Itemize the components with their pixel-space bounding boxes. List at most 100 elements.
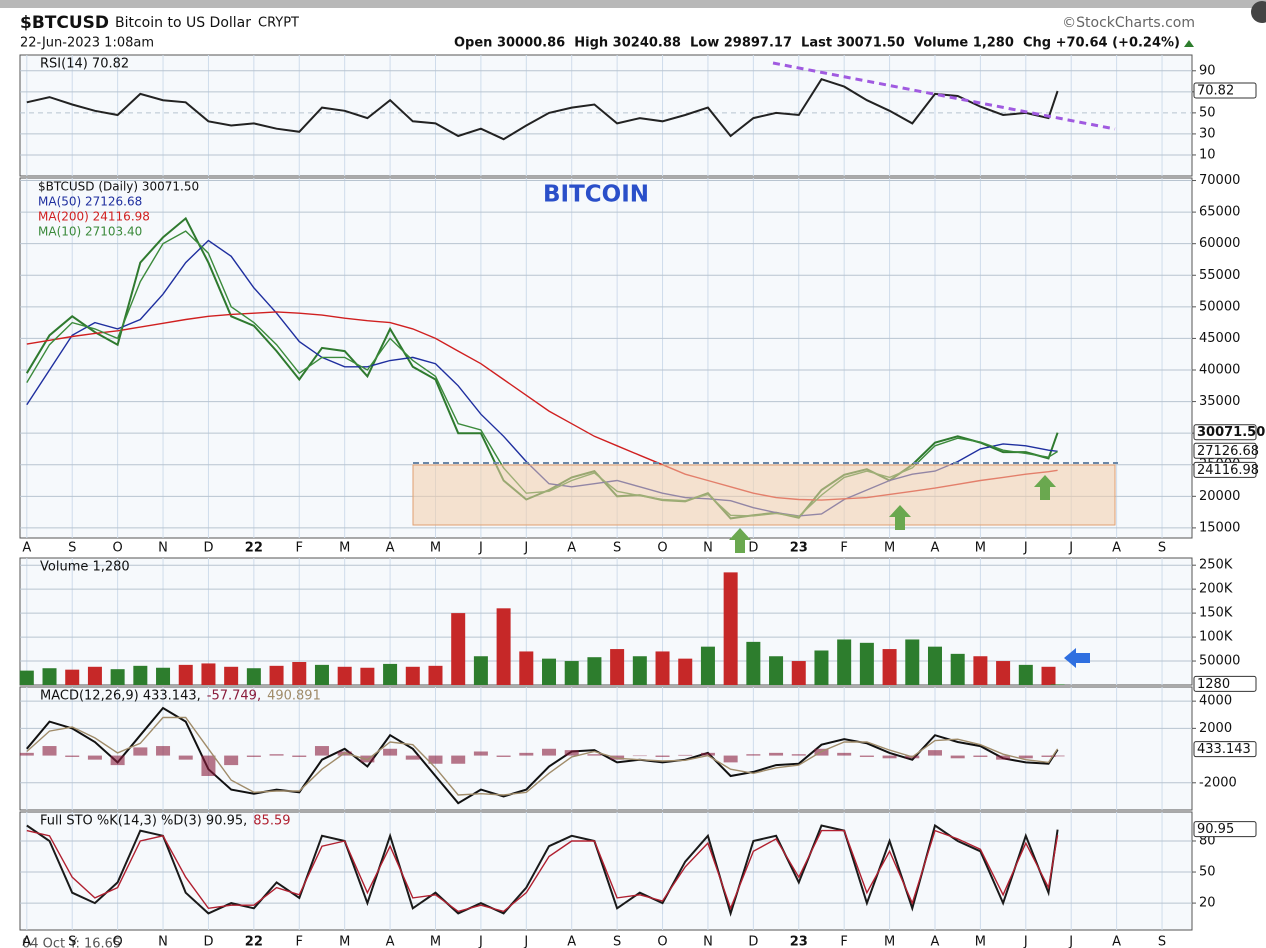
y-tick-label: 65000 [1199,205,1240,220]
histogram-bar [746,754,761,756]
histogram-bar [42,746,57,756]
y-tick-label: 10 [1199,147,1216,162]
volume-bar [451,613,466,685]
x-tick-label: S [68,935,76,948]
volume-bar [405,666,420,685]
x-tick-label: S [68,541,76,556]
histogram-bar [837,752,852,756]
x-tick-label: A [386,935,395,948]
legend-entry: MA(10) 27103.40 [38,225,142,239]
volume-bar [1041,666,1056,685]
histogram-bar [632,755,647,757]
close-button[interactable] [1251,1,1266,23]
legend-entry: 85.59 [253,814,290,829]
annotation: BITCOIN [543,182,649,208]
volume-bar [837,639,852,685]
y-tick-label: 150K [1199,606,1233,621]
date: 22-Jun-2023 1:08am [20,36,154,51]
legend-entry: $BTCUSD (Daily) 30071.50 [38,180,199,194]
volume-bar [927,646,942,685]
y-tick-label: 200K [1199,582,1233,597]
volume-bar [655,651,670,685]
value-tag-box [1193,675,1257,692]
plot-background [19,557,1193,686]
x-tick-label: D [748,935,758,948]
y-tick-label: 35000 [1199,394,1240,409]
x-tick-label: D [203,541,213,556]
legend-entry: MACD(12,26,9) 433.143, [40,689,201,704]
value-tag: 27126.68 [1197,444,1259,459]
x-tick-label: J [478,541,483,556]
volume-bar [87,666,102,685]
histogram-bar [87,755,102,760]
volume-bar [246,668,261,685]
x-tick-label: J [1023,541,1028,556]
x-tick-label: F [840,541,847,556]
x-tick-label: M [339,541,350,556]
volume-bar [723,572,738,685]
histogram-bar [496,755,511,757]
x-tick-label: A [386,541,395,556]
volume-bar [428,665,443,685]
series-line [26,823,1059,917]
volume-bar [905,639,920,685]
value-tag-box [1193,741,1257,758]
volume-bar [791,661,806,685]
histogram-bar [451,755,466,764]
volume-bar [859,642,874,685]
histogram-bar [927,750,942,756]
histogram-bar [246,755,261,757]
x-tick-label: D [748,541,758,556]
value-tag: 70.82 [1197,83,1234,98]
y-tick-label: 50000 [1199,299,1240,314]
histogram-bar [19,752,34,756]
x-tick-label: M [430,541,441,556]
volume-bar [973,656,988,685]
value-tag-box [1193,442,1257,459]
histogram-bar [314,746,329,756]
y-tick-label: 250K [1199,558,1233,573]
x-tick-label: A [22,935,31,948]
volume-bar [65,669,80,685]
x-tick-label: 22 [245,541,263,556]
x-tick-label: N [158,935,168,948]
volume-bar [178,664,193,685]
y-tick-label: -2000 [1199,775,1237,790]
brand: ©StockCharts.com [1062,15,1195,31]
legend-entry: 490.891 [267,689,321,704]
value-tag: 90.95 [1197,822,1234,837]
legend-entry: RSI(14) 70.82 [40,57,129,72]
histogram-bar [1041,755,1056,757]
arrow-up [1034,475,1056,500]
histogram-bar [110,755,125,766]
x-tick-label: 22 [245,935,263,948]
y-tick-label: 20 [1199,896,1216,911]
x-tick-label: S [613,541,621,556]
legend-entry: Full STO %K(14,3) %D(3) 90.95, [40,814,247,829]
series-line [26,716,1059,796]
value-tag-box [1193,82,1257,99]
plot-background [19,54,1193,177]
value-tag-box [1193,424,1257,441]
x-tick-label: J [478,935,483,948]
volume-bar [156,667,171,685]
volume-bar [996,661,1011,685]
x-tick-label: J [1068,935,1073,948]
y-tick-label: 15000 [1199,520,1240,535]
x-tick-label: F [840,935,847,948]
histogram-bar [996,755,1011,760]
x-tick-label: A [931,541,940,556]
x-tick-label: S [1158,935,1166,948]
histogram-bar [791,754,806,756]
x-tick-label: M [884,935,895,948]
x-tick-label: M [430,935,441,948]
volume-bar [314,664,329,685]
x-tick-label: F [296,935,303,948]
volume-bar [201,663,216,685]
series-line [26,78,1059,141]
x-tick-label: N [158,541,168,556]
volume-bar [769,656,784,685]
y-tick-label: 30 [1199,126,1216,141]
volume-bar [700,646,715,685]
x-tick-label: M [975,935,986,948]
